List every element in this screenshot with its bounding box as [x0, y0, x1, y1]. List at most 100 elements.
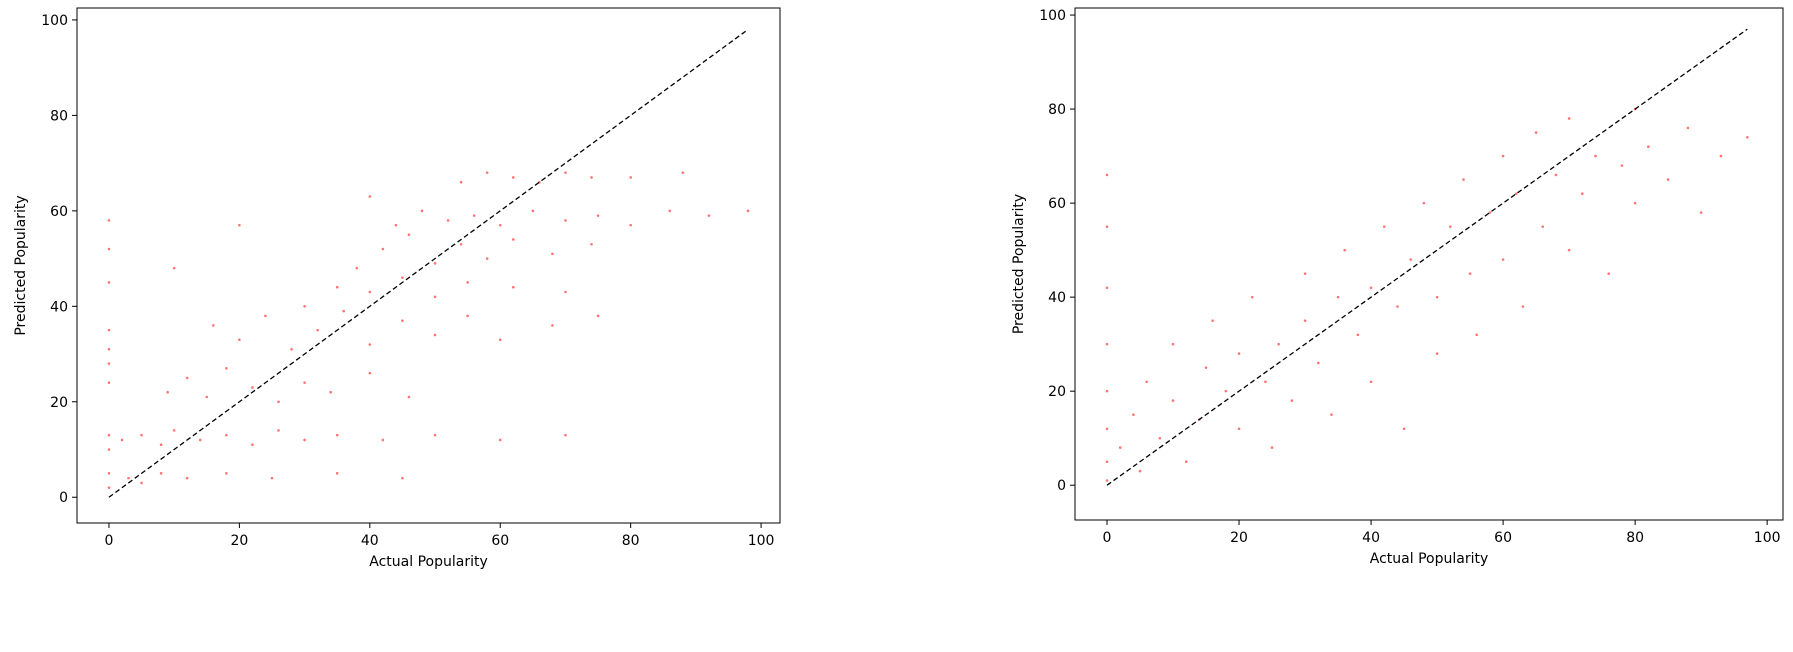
y-tick-label: 100 — [1039, 8, 1066, 24]
point — [127, 476, 130, 480]
point — [1105, 286, 1109, 290]
x-axis-label: Actual Popularity — [1370, 551, 1488, 567]
point — [1145, 380, 1148, 384]
point — [466, 281, 469, 284]
point — [107, 433, 111, 437]
x-tick-label: 20 — [230, 533, 248, 549]
point — [381, 247, 385, 251]
point — [251, 443, 254, 447]
point — [1448, 225, 1452, 228]
x-tick-label: 100 — [1754, 530, 1781, 546]
point — [381, 438, 385, 442]
point — [1409, 258, 1412, 261]
point — [511, 176, 515, 179]
point — [107, 328, 111, 332]
point — [1184, 460, 1188, 464]
point — [746, 209, 750, 213]
point — [1105, 389, 1109, 393]
point — [335, 433, 339, 437]
y-tick-label: 0 — [59, 490, 68, 506]
point — [107, 448, 111, 451]
point — [1396, 305, 1399, 308]
point — [1647, 145, 1650, 148]
point — [107, 362, 111, 365]
y-axis-label: Predicted Popularity — [13, 195, 29, 335]
point — [1118, 446, 1122, 449]
point — [1541, 225, 1545, 228]
point — [1521, 305, 1525, 308]
point — [205, 395, 209, 399]
point — [1746, 135, 1749, 139]
point — [368, 290, 372, 294]
point — [1475, 333, 1478, 337]
point — [355, 266, 359, 270]
point — [277, 429, 280, 432]
point — [531, 209, 535, 213]
point — [1435, 295, 1439, 299]
point — [185, 476, 189, 480]
y-tick-label: 20 — [1048, 384, 1066, 400]
x-tick-label: 0 — [104, 533, 113, 549]
point — [1138, 469, 1142, 473]
point — [485, 171, 489, 174]
point — [1356, 333, 1360, 337]
point — [668, 209, 672, 213]
x-tick-label: 20 — [1230, 530, 1248, 546]
point — [1501, 154, 1505, 158]
point — [107, 281, 111, 284]
point — [335, 285, 339, 289]
point — [564, 219, 567, 222]
point — [1567, 117, 1571, 120]
point — [1382, 225, 1386, 228]
point — [420, 209, 424, 213]
point — [1171, 399, 1175, 402]
point — [564, 171, 567, 174]
point — [107, 381, 111, 384]
point — [596, 214, 600, 217]
point — [368, 371, 372, 375]
point — [1666, 178, 1670, 181]
point — [107, 486, 111, 489]
y-tick-label: 40 — [1048, 290, 1066, 306]
point — [166, 390, 169, 394]
x-tick-label: 40 — [361, 533, 379, 549]
x-tick-label: 60 — [1494, 530, 1512, 546]
point — [629, 223, 632, 227]
y-tick-label: 80 — [50, 108, 68, 124]
point — [329, 390, 332, 394]
point — [107, 347, 111, 351]
point — [342, 309, 346, 313]
x-tick-label: 100 — [748, 533, 775, 549]
point — [1336, 295, 1340, 299]
point — [498, 438, 502, 442]
point — [433, 333, 437, 337]
point — [1594, 154, 1597, 158]
point — [394, 223, 398, 227]
point — [1488, 211, 1492, 214]
point — [159, 443, 163, 447]
point — [433, 433, 437, 437]
point — [498, 223, 502, 227]
point — [1534, 131, 1538, 134]
point — [1204, 366, 1208, 369]
point — [1211, 319, 1214, 322]
point — [1343, 248, 1346, 252]
point — [1132, 413, 1135, 416]
x-tick-label: 80 — [1626, 530, 1644, 546]
point — [1105, 460, 1109, 464]
point — [1633, 201, 1637, 205]
point — [472, 214, 476, 217]
point — [1250, 295, 1254, 299]
reference-line — [108, 28, 749, 498]
axes-frame — [1074, 7, 1784, 521]
point — [1237, 427, 1241, 431]
point — [485, 257, 489, 260]
y-tick-label: 20 — [50, 395, 68, 411]
point — [1330, 413, 1333, 416]
point — [238, 223, 241, 227]
point — [1105, 427, 1109, 431]
point — [1369, 380, 1373, 384]
point — [1435, 352, 1439, 355]
point — [290, 347, 293, 351]
point — [107, 219, 111, 222]
